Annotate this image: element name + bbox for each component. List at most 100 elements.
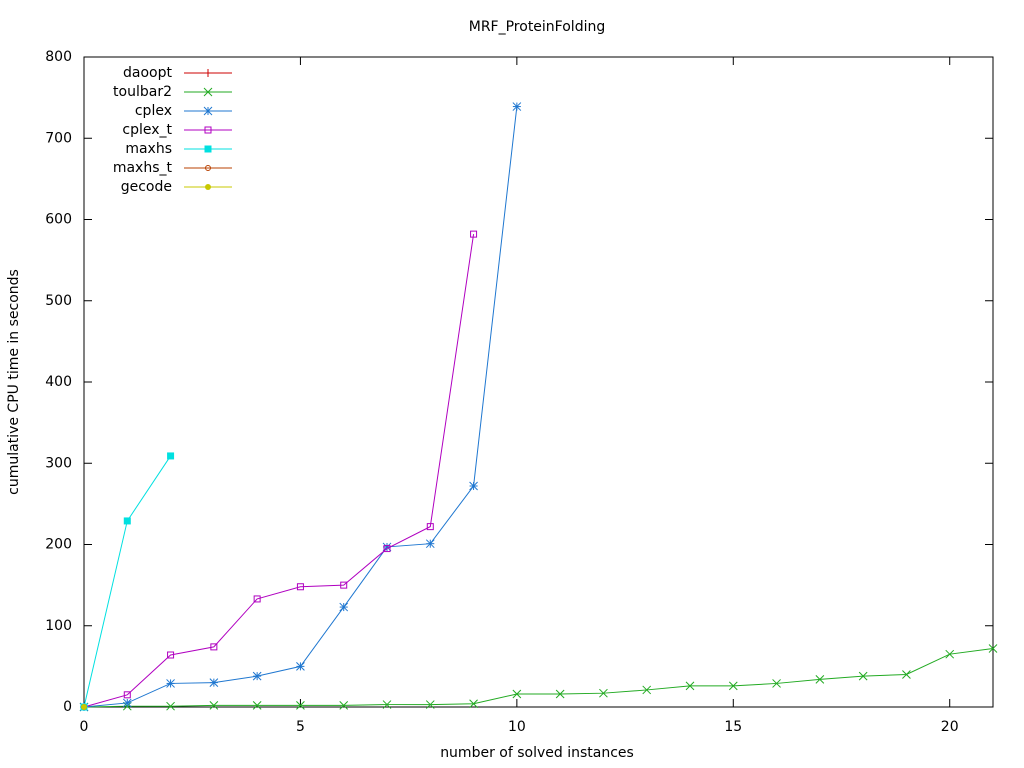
marker-stroke [772, 679, 781, 688]
marker [166, 679, 175, 688]
marker-shape [123, 517, 131, 525]
marker [167, 452, 175, 460]
legend-label: maxhs [125, 141, 172, 157]
plot-border [83, 56, 994, 708]
marker [555, 689, 565, 699]
x-axis-label: number of solved instances [440, 745, 634, 761]
marker-stroke [339, 602, 349, 612]
marker [902, 670, 911, 679]
chart-title: MRF_ProteinFolding [469, 19, 605, 35]
marker-stroke [728, 681, 738, 691]
marker-stroke [902, 670, 911, 679]
marker [252, 701, 262, 710]
marker-shape [210, 643, 218, 651]
marker [340, 581, 348, 589]
marker [469, 481, 478, 491]
marker [512, 689, 522, 699]
marker [122, 698, 132, 708]
marker-shape [123, 691, 131, 699]
marker-shape [383, 545, 391, 553]
marker [685, 681, 695, 691]
y-axis-label: cumulative CPU time in seconds [6, 269, 22, 495]
marker-stroke [988, 644, 998, 653]
marker [772, 679, 781, 688]
series-line [83, 648, 994, 708]
marker [296, 701, 305, 710]
marker-stroke [469, 481, 478, 491]
marker-stroke [296, 701, 305, 710]
marker-stroke [209, 678, 219, 687]
marker [858, 671, 868, 681]
marker [209, 678, 219, 687]
marker [642, 685, 652, 695]
marker [253, 595, 261, 603]
legend-label: daoopt [123, 65, 172, 81]
marker-stroke [858, 671, 868, 681]
marker-stroke [203, 87, 213, 97]
legend-label: cplex_t [122, 122, 172, 138]
marker [203, 87, 213, 97]
marker [296, 662, 305, 671]
marker-stroke [122, 698, 132, 708]
marker [204, 126, 212, 134]
marker [123, 691, 131, 699]
marker [203, 106, 213, 116]
marker [81, 704, 87, 710]
marker-shape [253, 595, 261, 603]
marker-shape [204, 145, 212, 153]
marker-shape [205, 165, 211, 171]
y-tick-label: 800 [45, 49, 72, 65]
x-tick-label: 15 [724, 719, 742, 735]
legend-label: toulbar2 [113, 84, 172, 100]
marker-stroke [815, 675, 825, 684]
marker-shape [205, 184, 211, 190]
marker-stroke [252, 701, 262, 710]
marker-shape [426, 523, 434, 531]
marker [815, 675, 825, 684]
marker-stroke [209, 701, 219, 710]
marker [988, 644, 998, 653]
y-tick-label: 700 [45, 130, 72, 146]
marker-shape [167, 651, 175, 659]
marker-stroke [425, 700, 435, 709]
x-tick-label: 5 [296, 719, 305, 735]
marker [945, 649, 955, 659]
y-tick-label: 300 [45, 455, 72, 471]
marker [252, 671, 262, 681]
marker [210, 643, 218, 651]
marker-shape [81, 704, 87, 710]
marker-stroke [296, 662, 305, 671]
marker-shape [340, 581, 348, 589]
marker [469, 699, 478, 709]
x-tick-label: 0 [80, 719, 89, 735]
marker-shape [296, 583, 304, 591]
marker-shape [204, 126, 212, 134]
marker [470, 230, 478, 238]
marker-stroke [945, 649, 955, 659]
marker-stroke [252, 671, 262, 681]
marker-stroke [339, 701, 349, 710]
marker [296, 583, 304, 591]
marker-shape [470, 230, 478, 238]
marker [123, 517, 131, 525]
marker [425, 539, 435, 549]
marker-stroke [685, 681, 695, 691]
marker-stroke [166, 701, 175, 711]
series-line [83, 234, 475, 708]
marker [205, 165, 211, 171]
marker [339, 701, 349, 710]
marker [167, 651, 175, 659]
y-tick-label: 400 [45, 374, 72, 390]
marker [204, 145, 212, 153]
marker [166, 701, 175, 711]
marker-stroke [555, 689, 565, 699]
marker [426, 523, 434, 531]
marker-stroke [512, 102, 522, 111]
marker-stroke [425, 539, 435, 549]
marker-stroke [382, 700, 392, 709]
y-tick-label: 0 [63, 699, 72, 715]
marker [382, 700, 392, 709]
marker [599, 688, 608, 698]
